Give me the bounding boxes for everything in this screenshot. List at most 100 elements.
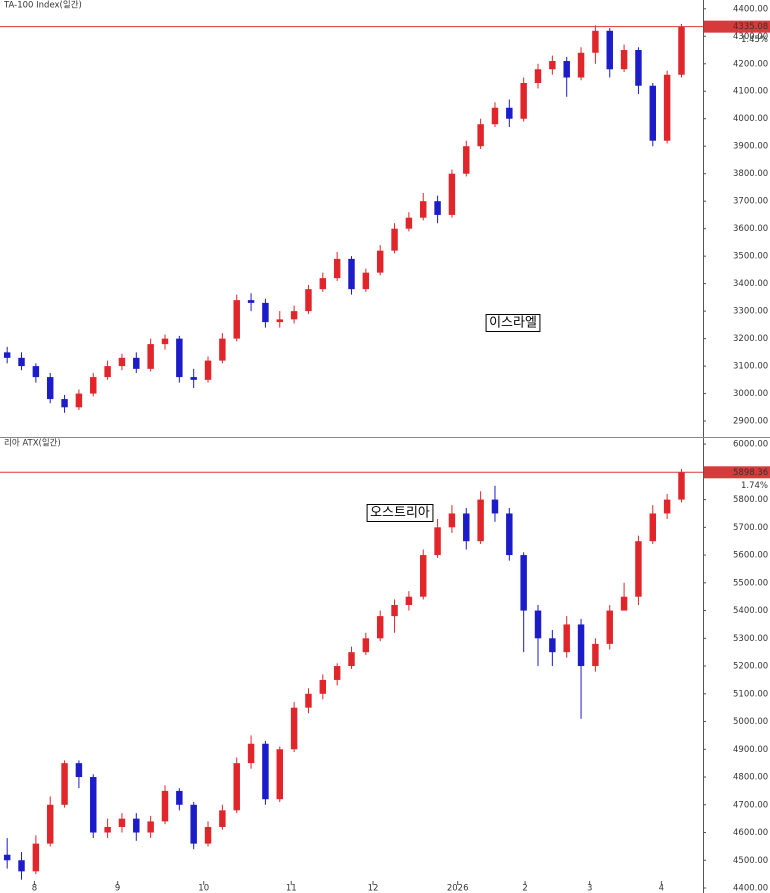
candle-body: [18, 357, 25, 367]
candle-body: [448, 173, 456, 215]
last-price-box: [704, 20, 770, 33]
change-label: 1.45%: [741, 35, 768, 45]
panel-title: TA-100 Index(일간): [3, 0, 82, 11]
candle-body: [463, 513, 470, 542]
candle-body: [420, 555, 427, 597]
last-price-box: [704, 466, 770, 479]
candle-body: [506, 107, 513, 119]
candle-body: [190, 377, 197, 380]
annotation: 오스트리아: [370, 506, 430, 521]
x-tick-label: 2: [522, 884, 527, 893]
candle-body: [678, 472, 685, 500]
y-tick-label: 3300.00: [733, 307, 768, 317]
candle-body: [3, 854, 11, 861]
y-tick-label: 6000.00: [733, 440, 768, 450]
candle-body: [362, 272, 370, 290]
candle-body: [75, 393, 83, 408]
candle-body: [592, 643, 599, 667]
candle-body: [606, 610, 613, 644]
candle-body: [448, 513, 456, 528]
panel-title: 리아 ATX(일간): [4, 438, 61, 449]
candle-body: [420, 201, 427, 218]
annotation-box: [366, 504, 434, 522]
candle-body: [463, 146, 470, 174]
y-tick-label: 4800.00: [733, 773, 768, 783]
candle-body: [190, 804, 197, 844]
candle-body: [577, 52, 585, 78]
candle-body: [348, 258, 355, 290]
y-tick-label: 3100.00: [733, 362, 768, 372]
candle-body: [620, 596, 628, 611]
candle-body: [405, 596, 413, 606]
candle-body: [506, 513, 513, 556]
candle-body: [290, 707, 298, 750]
annotation: 이스라엘: [489, 316, 537, 331]
candle-body: [635, 541, 642, 597]
candle-body: [204, 826, 212, 844]
candle-body: [520, 83, 527, 119]
y-tick-label: 5800.00: [733, 495, 768, 505]
candle-body: [549, 638, 556, 653]
candle-body: [104, 366, 111, 378]
y-tick-label: 5500.00: [733, 578, 768, 588]
candle-body: [176, 790, 183, 805]
candle-body: [391, 605, 398, 617]
candle-body: [219, 810, 226, 827]
candle-body: [90, 377, 97, 394]
y-tick-label: 3500.00: [733, 252, 768, 262]
candle-body: [348, 652, 355, 667]
y-tick-label: 5200.00: [733, 662, 768, 672]
y-tick-label: 5000.00: [733, 717, 768, 727]
y-tick-label: 4100.00: [733, 87, 768, 97]
candle-body: [75, 763, 83, 778]
candle-body: [247, 743, 255, 764]
candle-body: [333, 258, 341, 279]
x-tick-label: 10: [198, 884, 209, 893]
candle-body: [620, 50, 628, 70]
candle-body: [319, 679, 327, 694]
x-tick-label: 3: [587, 884, 592, 893]
candle-body: [219, 338, 226, 361]
candle-body: [534, 69, 542, 84]
y-tick-label: 4900.00: [733, 745, 768, 755]
y-tick-label: 3200.00: [733, 334, 768, 344]
y-tick-label: 4300.00: [733, 32, 768, 42]
candle-body: [18, 860, 25, 872]
candle-body: [333, 666, 341, 680]
candle-body: [563, 624, 570, 653]
candle-body: [46, 804, 54, 844]
y-tick-label: 5400.00: [733, 606, 768, 616]
candle-body: [104, 826, 111, 833]
candle-body: [290, 311, 298, 320]
y-tick-label: 3000.00: [733, 389, 768, 399]
y-tick-label: 5100.00: [733, 689, 768, 699]
candle-body: [176, 338, 183, 378]
candle-body: [376, 616, 384, 639]
x-tick-label: 2026: [447, 884, 469, 893]
candle-body: [577, 624, 585, 667]
candle-body: [477, 124, 484, 147]
candle-body: [32, 843, 40, 872]
last-price-label: 4335.08: [733, 22, 768, 32]
candle-body: [305, 289, 312, 312]
candle-body: [3, 352, 11, 358]
candle-body: [276, 749, 283, 800]
y-tick-label: 4600.00: [733, 828, 768, 838]
candle-body: [276, 319, 283, 323]
candle-body: [477, 499, 484, 542]
y-tick-label: 4000.00: [733, 114, 768, 124]
x-tick-label: 9: [115, 884, 120, 893]
candle-body: [491, 107, 499, 125]
candle-body: [491, 499, 499, 514]
y-tick-label: 3400.00: [733, 279, 768, 289]
y-tick-label: 4400.00: [733, 884, 768, 893]
y-tick-label: 3900.00: [733, 142, 768, 152]
candle-body: [204, 360, 212, 380]
candle-body: [635, 50, 642, 86]
y-tick-label: 5300.00: [733, 634, 768, 644]
change-label: 1.74%: [741, 481, 768, 491]
candle-body: [663, 499, 671, 514]
candle-body: [592, 30, 599, 53]
